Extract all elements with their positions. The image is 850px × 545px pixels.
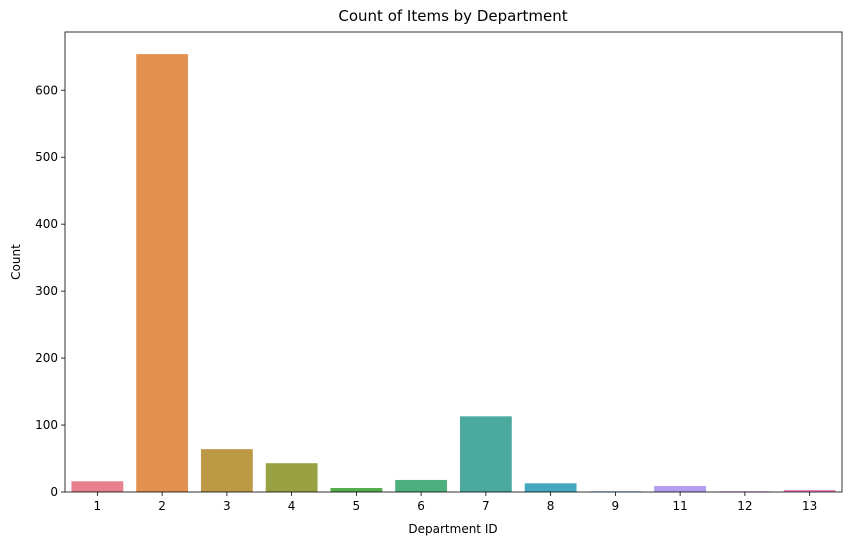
x-tick-label: 2 <box>158 499 166 513</box>
bar-dept-1 <box>71 481 124 492</box>
bar-dept-11 <box>654 485 707 492</box>
y-tick-label: 200 <box>35 351 58 365</box>
y-axis-ticks: 0 100 200 300 400 500 600 <box>35 83 65 499</box>
x-tick-label: 11 <box>672 499 687 513</box>
bar-dept-5 <box>330 487 383 492</box>
bar-dept-3 <box>200 449 253 492</box>
plot-frame <box>64 31 843 493</box>
bar-dept-13 <box>783 489 836 492</box>
bar-dept-7 <box>459 416 512 492</box>
x-tick-label: 8 <box>547 499 555 513</box>
y-tick-label: 300 <box>35 284 58 298</box>
y-tick-label: 0 <box>50 485 58 499</box>
x-tick-label: 1 <box>94 499 102 513</box>
x-tick-label: 6 <box>417 499 425 513</box>
x-tick-label: 13 <box>802 499 817 513</box>
bar-dept-4 <box>265 463 318 492</box>
x-tick-label: 7 <box>482 499 490 513</box>
x-axis-ticks: 1 2 3 4 5 6 7 8 9 11 12 13 <box>94 492 817 513</box>
y-tick-label: 500 <box>35 150 58 164</box>
y-tick-label: 100 <box>35 418 58 432</box>
x-tick-label: 4 <box>288 499 296 513</box>
x-tick-label: 3 <box>223 499 231 513</box>
x-tick-label: 9 <box>612 499 620 513</box>
bar-dept-8 <box>524 483 577 492</box>
x-axis-label: Department ID <box>408 522 497 536</box>
bar-dept-6 <box>395 479 448 492</box>
bar-dept-2 <box>136 54 189 492</box>
x-tick-label: 5 <box>353 499 361 513</box>
y-tick-label: 400 <box>35 217 58 231</box>
y-tick-label: 600 <box>35 83 58 97</box>
bars-group <box>71 54 836 492</box>
x-tick-label: 12 <box>737 499 752 513</box>
chart-title: Count of Items by Department <box>338 7 567 25</box>
y-axis-label: Count <box>9 244 23 280</box>
